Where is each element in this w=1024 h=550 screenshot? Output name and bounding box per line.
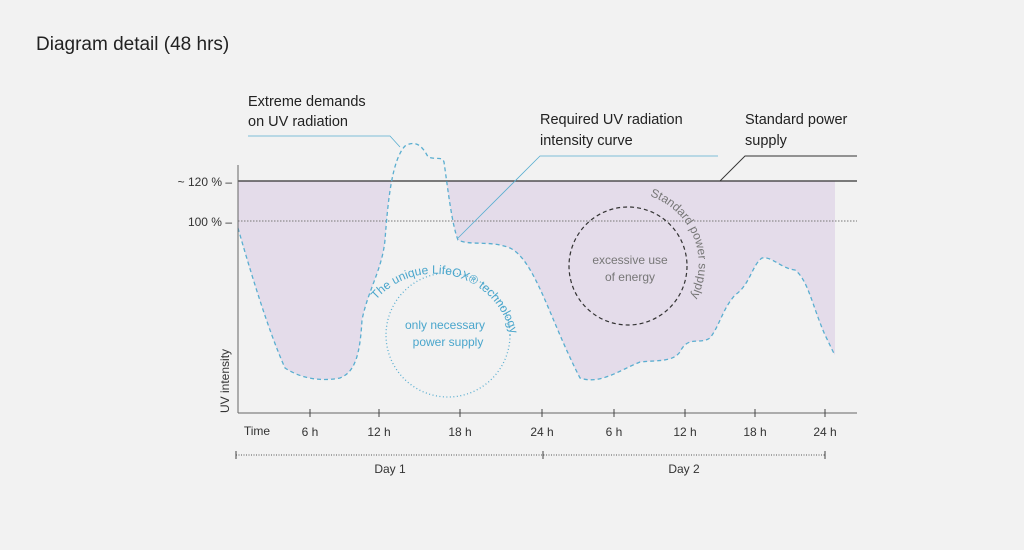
required-curve-label-2: intensity curve (540, 133, 633, 149)
standard-supply-label: Standard power (745, 112, 848, 128)
x-tick-label: 24 h (813, 425, 836, 439)
extreme-demands-label: Extreme demands (248, 94, 366, 110)
x-tick-label: 6 h (606, 425, 623, 439)
required-leader-line (457, 155, 718, 239)
lifeox-circle-text-2: power supply (413, 335, 484, 349)
y-tick-120: ~ 120 % – (178, 175, 233, 189)
x-tick-label: 6 h (302, 425, 319, 439)
x-tick-label: 12 h (673, 425, 696, 439)
excess-circle-text-2: of energy (605, 270, 655, 284)
x-ticks (309, 409, 826, 417)
x-axis-label: Time (244, 424, 271, 438)
x-tick-label: 24 h (530, 425, 553, 439)
lifeox-circle (385, 272, 511, 398)
standard-supply-label-2: supply (745, 133, 788, 149)
excess-circle-text: excessive use (592, 253, 668, 267)
excess-circle (568, 206, 688, 326)
y-tick-100: 100 % – (188, 215, 232, 229)
day-1-label: Day 1 (374, 462, 406, 476)
y-axis-label: UV intensity (218, 349, 232, 413)
day-2-label: Day 2 (668, 462, 700, 476)
standard-leader-line (719, 155, 857, 182)
excess-fill-area (238, 181, 835, 380)
extreme-leader-line (248, 135, 401, 148)
x-tick-label: 18 h (743, 425, 766, 439)
x-tick-label: 12 h (367, 425, 390, 439)
page-title: Diagram detail (48 hrs) (36, 34, 230, 55)
extreme-demands-label-2: on UV radiation (248, 114, 348, 130)
x-tick-label: 18 h (448, 425, 471, 439)
lifeox-circle-text: only necessary (405, 318, 485, 332)
required-curve-label: Required UV radiation (540, 112, 683, 128)
